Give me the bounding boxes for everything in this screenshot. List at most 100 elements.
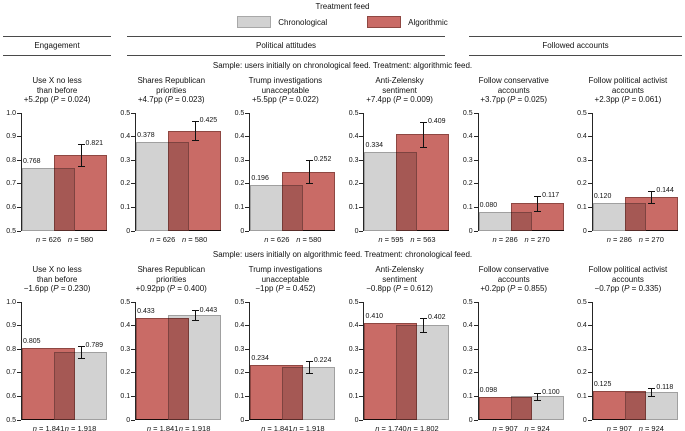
y-tick-label: 0.1: [577, 203, 587, 211]
y-tick-label: 0.5: [462, 109, 473, 117]
y-tick-label: 0.3: [348, 345, 359, 353]
plot-area: 0 0.1 0.2 0.3 0.4 0.5 0.433 0.443: [120, 299, 222, 424]
plot-area: 0 0.1 0.2 0.3 0.4 0.5 0.125 0.118: [577, 299, 678, 424]
n-label: n = 1,802: [407, 424, 439, 431]
y-tick-label: 0.4: [462, 133, 473, 141]
y-axis: [21, 113, 22, 231]
y-tick: [17, 206, 21, 208]
y-tick-label: 0.1: [234, 392, 245, 400]
plot-area: 0 0.1 0.2 0.3 0.4 0.5 0.120 0.144: [577, 110, 678, 235]
panel-effect-label: +0.2pp (P = 0.855): [480, 284, 548, 294]
n-label: n = 626: [150, 235, 176, 244]
y-tick: [473, 301, 478, 303]
panel-title-line: sentiment: [382, 274, 417, 284]
y-tick: [245, 419, 250, 421]
plot-area: 0 0.1 0.2 0.3 0.4 0.5 0.098 0.100: [463, 299, 564, 424]
error-bar-cap: [305, 373, 313, 375]
y-tick-label: 0.3: [462, 156, 473, 164]
panel-title-line: accounts: [611, 85, 644, 95]
error-bar-cap: [191, 320, 199, 322]
subplot-panel: Follow political activist accounts +2.3pp …: [571, 76, 685, 245]
bar-algorithmic: [22, 348, 75, 420]
y-tick-label: 0.5: [234, 109, 245, 117]
n-label: n = 270: [638, 235, 664, 244]
y-tick-label: 0.3: [577, 345, 587, 353]
panel-title-line: Follow political activist: [588, 76, 668, 85]
panel-title: Follow conservative accounts +0.2pp (P = 0…: [457, 265, 571, 295]
y-tick: [131, 348, 136, 350]
panel-title: Use X no less than before +5.2pp (P = 0.02…: [0, 76, 114, 106]
panel-effect-label: −0.7pp (P = 0.335): [594, 284, 662, 294]
subplot-panel: Shares Republican priorities +0.92pp (P = …: [114, 265, 228, 431]
y-tick-label: 0.1: [577, 392, 587, 400]
panel-title: Follow conservative accounts +3.7pp (P = 0…: [457, 76, 571, 106]
subplot-panel: Anti-Zelensky sentiment −0.8pp (P = 0.612)…: [342, 265, 456, 431]
subplot-panel: Use X no less than before +5.2pp (P = 0.02…: [0, 76, 114, 245]
bar-value-label: 0.425: [199, 117, 218, 125]
bar-value-label: 0.117: [542, 191, 560, 199]
y-tick: [245, 325, 250, 327]
y-tick: [131, 230, 136, 232]
bar-value-label: 0.768: [23, 157, 41, 165]
panel-title: Follow political activist accounts +2.3pp …: [571, 76, 685, 106]
bar-algorithmic: [592, 390, 646, 420]
subplot-panel: Follow conservative accounts +3.7pp (P = 0…: [457, 76, 571, 245]
y-axis: [21, 302, 22, 420]
error-bar-cap: [419, 121, 427, 123]
error-bar-cap: [77, 166, 85, 168]
y-tick: [359, 419, 364, 421]
y-tick-label: 0.5: [462, 298, 473, 306]
n-label: n = 907: [492, 424, 518, 431]
plot-area: 0.5 0.6 0.7 0.8 0.9 1.0 0.768 0.821: [6, 110, 107, 235]
y-tick-label: 0.2: [120, 180, 131, 188]
y-tick-label: 0.5: [120, 109, 131, 117]
y-tick: [17, 230, 21, 232]
error-bar-cap: [534, 392, 542, 394]
subplot-panel: Trump investigations unacceptable +5.5pp (…: [228, 76, 342, 245]
y-tick-label: 0.4: [348, 322, 359, 330]
y-tick: [245, 230, 250, 232]
y-tick: [359, 183, 364, 185]
y-tick-label: 0: [240, 416, 245, 424]
plot-area: 0 0.1 0.2 0.3 0.4 0.5 0.196 0.252: [235, 110, 336, 235]
bar-value-label: 0.098: [479, 386, 498, 394]
panel-title-line: Trump investigations: [248, 76, 323, 85]
y-axis: [591, 302, 593, 420]
y-tick-label: 0.8: [6, 345, 16, 353]
error-bar-cap: [648, 396, 656, 398]
error-bar: [80, 345, 82, 358]
y-axis: [249, 113, 251, 231]
panel-effect-label: −0.8pp (P = 0.612): [366, 284, 433, 294]
plot-area: 0 0.1 0.2 0.3 0.4 0.5 0.334 0.409: [349, 110, 450, 235]
y-tick: [359, 301, 364, 303]
y-axis: [363, 113, 365, 231]
panel-title: Trump investigations unacceptable −1pp (P …: [228, 265, 342, 295]
y-tick: [587, 348, 592, 350]
y-tick: [17, 419, 21, 421]
y-tick: [131, 301, 136, 303]
y-tick-label: 0.2: [234, 180, 245, 188]
panel-title-line: priorities: [156, 274, 187, 284]
y-tick: [17, 301, 21, 303]
y-tick-label: 0: [354, 416, 359, 424]
error-bar-cap: [419, 317, 427, 319]
y-tick: [473, 372, 478, 374]
y-tick: [245, 183, 250, 185]
y-tick-label: 0.5: [348, 109, 359, 117]
y-axis: [477, 113, 479, 231]
panel-title: Anti-Zelensky sentiment −0.8pp (P = 0.612): [342, 265, 456, 295]
n-label: n = 626: [35, 235, 62, 244]
n-labels: n = 286 n = 270: [478, 235, 564, 245]
error-bar-cap: [305, 160, 313, 162]
bar-value-label: 0.409: [427, 117, 446, 125]
y-tick: [359, 230, 364, 232]
y-tick-label: 0.1: [120, 203, 131, 211]
subplot-panel: Trump investigations unacceptable −1pp (P …: [228, 265, 342, 431]
y-tick: [587, 136, 592, 138]
error-bar-cap: [648, 202, 656, 204]
error-bar-cap: [419, 146, 427, 148]
error-bar: [308, 160, 310, 183]
y-axis: [477, 302, 479, 420]
y-tick: [359, 372, 364, 374]
y-tick-label: 0.4: [120, 322, 131, 330]
